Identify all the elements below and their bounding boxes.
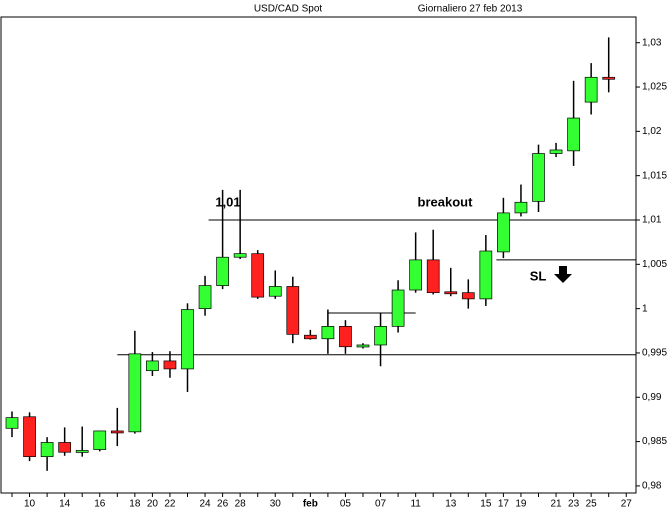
candle-body: [75, 450, 89, 453]
candle-body: [339, 326, 352, 348]
candle-body: [40, 442, 54, 458]
x-tick-label: 05: [340, 499, 352, 510]
candle-body: [321, 326, 335, 340]
y-tick-label: 0,985: [642, 436, 667, 447]
y-tick-label: 1,02: [642, 126, 662, 137]
chart-title: USD/CAD Spot: [254, 4, 323, 15]
candle-body: [251, 253, 265, 298]
candle-body: [356, 344, 370, 348]
candle-body: [549, 149, 563, 154]
chart-subtitle: Giornaliero 27 feb 2013: [418, 4, 523, 15]
candle-body: [479, 250, 493, 300]
x-tick-label: 19: [515, 499, 527, 510]
candle-body: [514, 201, 528, 214]
x-tick-label: 10: [24, 499, 36, 510]
x-tick-label: 27: [621, 499, 633, 510]
x-tick-label: 14: [59, 499, 71, 510]
x-tick-label: 17: [498, 499, 510, 510]
candle-body: [426, 259, 440, 294]
arrow-icon: [554, 266, 572, 283]
candle-body: [5, 417, 19, 429]
x-tick-label: 30: [270, 499, 282, 510]
candle-body: [497, 212, 510, 253]
y-tick-label: 1,025: [642, 82, 667, 93]
x-tick-label: 21: [550, 499, 562, 510]
x-tick-label: 16: [94, 499, 106, 510]
annotation: SL: [530, 268, 547, 283]
candle-body: [216, 256, 229, 286]
x-tick-label: 18: [129, 499, 141, 510]
candle-body: [444, 291, 458, 295]
x-tick-label: feb: [303, 499, 318, 510]
candle-body: [233, 253, 247, 258]
y-tick-label: 1,01: [642, 215, 662, 226]
candle-body: [584, 76, 598, 103]
candle-body: [93, 430, 107, 450]
y-tick-label: 1,005: [642, 259, 667, 270]
candle-body: [110, 430, 124, 434]
candle-body: [146, 360, 159, 372]
x-tick-label: 28: [235, 499, 247, 510]
candle-body: [532, 153, 545, 202]
candle-body: [391, 289, 405, 327]
y-tick-label: 1: [642, 303, 648, 314]
candle-body: [602, 76, 616, 80]
x-tick-label: 07: [375, 499, 387, 510]
annotation: breakout: [418, 194, 474, 209]
candle-body: [181, 309, 194, 370]
y-tick-label: 0,99: [642, 392, 662, 403]
x-tick-label: 25: [586, 499, 598, 510]
candle-body: [286, 286, 300, 335]
x-tick-label: 23: [568, 499, 580, 510]
x-tick-label: 11: [410, 499, 421, 510]
candle-body: [461, 292, 475, 300]
candle-body: [409, 259, 422, 291]
x-tick-label: 13: [445, 499, 457, 510]
candle-body: [23, 416, 36, 458]
candle-body: [198, 285, 212, 309]
candle-body: [268, 286, 282, 297]
candle-body: [304, 334, 317, 340]
candle-body: [128, 353, 142, 433]
x-tick-label: 26: [217, 499, 229, 510]
y-tick-label: 0,98: [642, 481, 662, 492]
annotation: 1,01: [215, 194, 240, 209]
y-tick-label: 1,03: [642, 37, 662, 48]
candle-body: [163, 360, 177, 370]
x-tick-label: 22: [164, 499, 176, 510]
y-tick-label: 1,015: [642, 170, 667, 181]
plot-frame: [0, 16, 637, 494]
candle-body: [567, 117, 580, 152]
x-tick-label: 15: [480, 499, 492, 510]
candle-body: [58, 442, 72, 453]
x-tick-label: 24: [199, 499, 211, 510]
x-tick-label: 20: [147, 499, 159, 510]
y-tick-label: 0,995: [642, 348, 667, 359]
candle-body: [374, 326, 387, 346]
